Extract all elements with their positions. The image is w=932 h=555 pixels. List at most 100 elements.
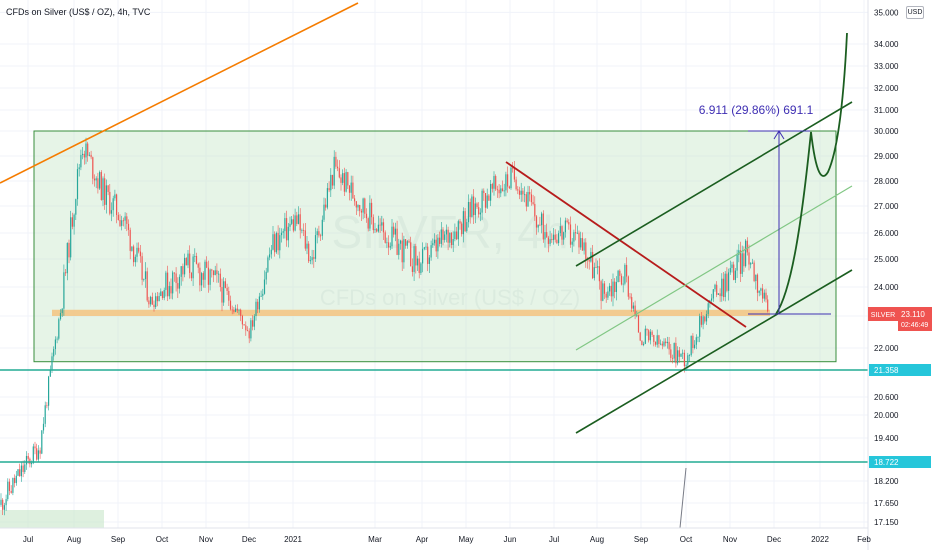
candle-body: [376, 229, 378, 232]
candle-body: [571, 241, 573, 245]
candle-body: [739, 250, 742, 274]
candle-body: [530, 194, 532, 203]
candle-body: [335, 156, 337, 167]
candle-body: [112, 198, 114, 211]
candle-body: [615, 282, 617, 292]
candle-body: [762, 288, 764, 299]
currency-badge[interactable]: USD: [906, 6, 924, 19]
candle-body: [348, 185, 351, 193]
candle-body: [751, 262, 753, 264]
price-tick-8: 27.000: [874, 202, 899, 211]
candle-body: [37, 450, 39, 460]
candle-body: [263, 279, 266, 294]
candle-body: [685, 364, 687, 367]
candle-body: [7, 481, 9, 500]
candle-body: [304, 230, 306, 249]
candle-body: [110, 210, 113, 214]
candle-body: [246, 330, 249, 332]
candle-body: [126, 216, 128, 224]
candle-body: [648, 330, 650, 341]
candle-body: [92, 157, 94, 179]
candle-body: [694, 344, 696, 348]
candle-body: [359, 205, 361, 211]
candle-body: [700, 316, 702, 325]
candle-body: [235, 308, 237, 312]
candle-body: [537, 224, 539, 228]
candle-body: [226, 287, 228, 291]
candle-body: [626, 264, 628, 277]
candle-body: [520, 190, 522, 195]
candle-body: [399, 240, 402, 244]
candle-body: [260, 295, 262, 297]
candle-body: [624, 264, 626, 284]
candle-body: [651, 331, 653, 335]
candle-body: [262, 293, 264, 296]
candle-body: [707, 303, 709, 315]
candle-body: [56, 338, 58, 340]
price-tick-20: 17.650: [874, 499, 899, 508]
candle-body: [170, 286, 172, 294]
candle-body: [194, 255, 196, 257]
candle-body: [270, 249, 272, 255]
candle-body: [229, 300, 232, 310]
candle-body: [296, 215, 298, 224]
candle-body: [741, 253, 743, 274]
candle-body: [204, 261, 206, 280]
candle-body: [692, 335, 694, 348]
candle-body: [63, 272, 65, 309]
candle-body: [605, 293, 607, 298]
candle-body: [245, 325, 247, 331]
candle-body: [240, 309, 242, 316]
candle-body: [656, 335, 658, 345]
candle-body: [59, 313, 62, 320]
price-tick-1: 34.000: [874, 40, 899, 49]
candle-body: [765, 292, 767, 300]
price-tick-19: 18.200: [874, 477, 899, 486]
candle-body: [36, 448, 38, 460]
candle-body: [267, 257, 269, 272]
candle-body: [743, 253, 745, 267]
symbol-label: SILVER: [871, 312, 895, 319]
candle-body: [471, 196, 473, 217]
time-tick-18: Feb: [857, 535, 871, 544]
candle-body: [593, 267, 595, 279]
candle-body: [122, 220, 124, 222]
candle-body: [173, 272, 175, 274]
candle-body: [318, 231, 320, 236]
candle-body: [178, 276, 181, 289]
candle-body: [728, 272, 730, 291]
candle-body: [299, 214, 301, 231]
candle-body: [539, 224, 541, 226]
candle-body: [236, 308, 238, 311]
candle-body: [20, 465, 22, 477]
price-labels: 21.358 18.722 SILVER 23.110 02:46:49: [868, 307, 932, 468]
candle-body: [75, 199, 77, 215]
time-axis[interactable]: Jul Aug Sep Oct Nov Dec 2021 Mar Apr May Jun Jul Aug…: [0, 527, 871, 544]
candle-body: [433, 239, 436, 244]
candle-body: [600, 281, 602, 301]
candle-body: [668, 341, 670, 350]
candle-body: [403, 239, 405, 263]
candle-body: [14, 477, 16, 484]
candle-body: [643, 343, 645, 346]
candle-body: [466, 222, 468, 232]
candle-body: [665, 341, 667, 344]
candle-body: [454, 231, 456, 240]
candle-body: [755, 274, 757, 282]
candle-body: [411, 266, 413, 272]
candle-body: [461, 223, 463, 235]
candle-body: [547, 237, 549, 244]
candle-body: [644, 328, 646, 344]
candle-body: [338, 168, 340, 178]
candle-body: [202, 273, 204, 280]
watermark: SILVER, 4h CFDs on Silver (US$ / OZ): [320, 206, 580, 310]
candle-body: [54, 339, 56, 350]
candle-body: [474, 203, 476, 216]
candle-body: [294, 215, 296, 231]
orange-trendline: [0, 2, 359, 184]
time-tick-15: Nov: [723, 535, 737, 544]
candle-body: [512, 167, 514, 169]
candle-body: [552, 234, 555, 241]
candle-body: [753, 262, 755, 282]
